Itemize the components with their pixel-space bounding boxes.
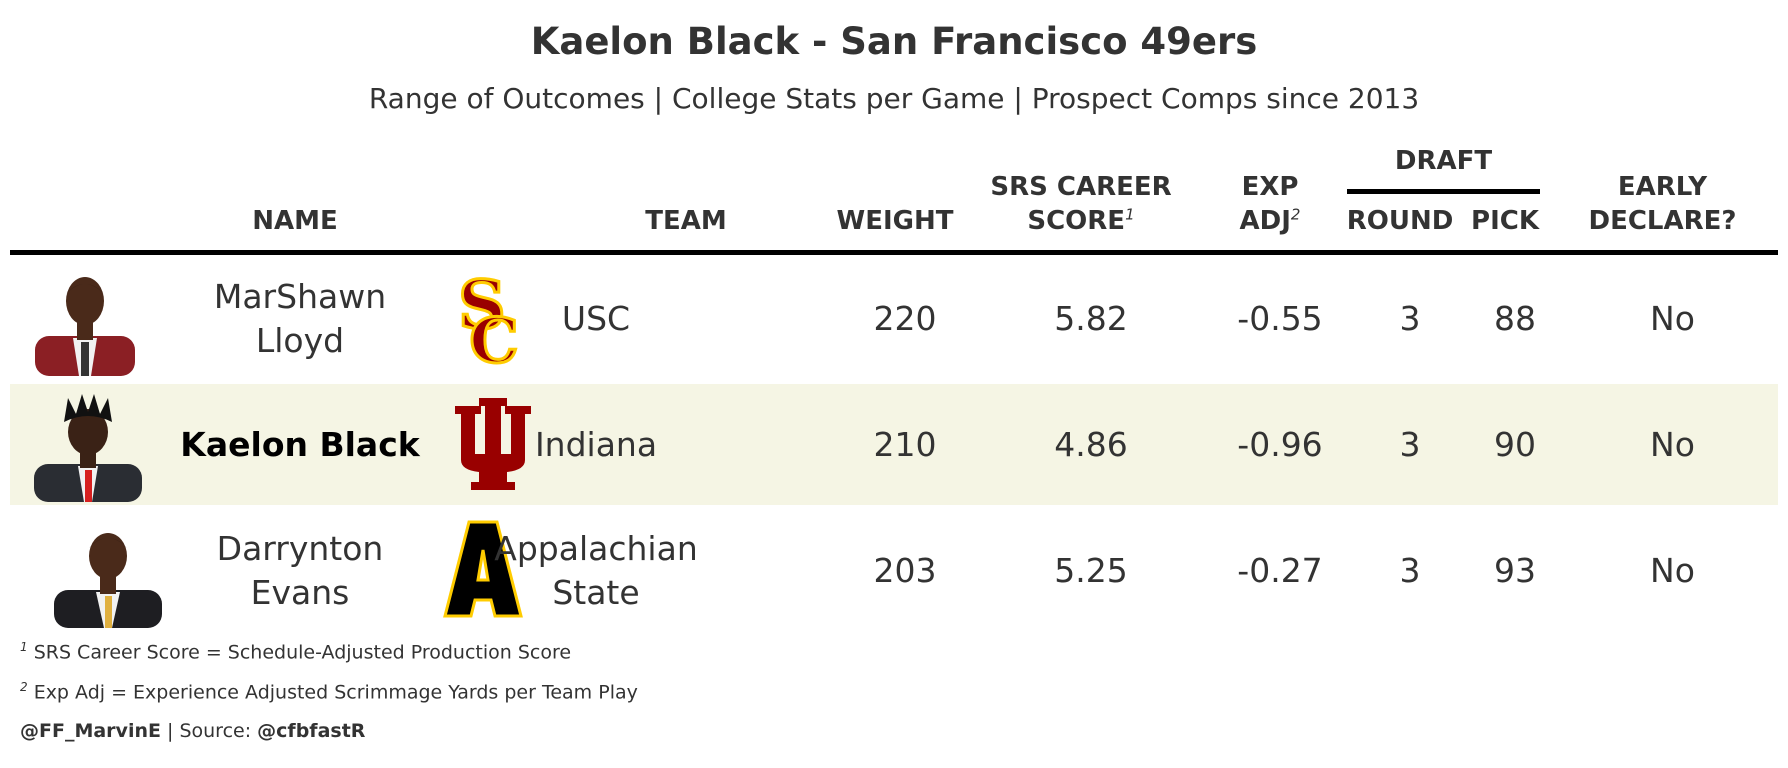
exp-adj-value: -0.55 <box>1237 298 1323 338</box>
header-round: ROUND <box>1346 206 1454 236</box>
team-name: Appalachian State <box>494 510 698 631</box>
page-subtitle: Range of Outcomes | College Stats per Ga… <box>368 82 1420 115</box>
player-name-line1: MarShawn <box>213 276 387 316</box>
draft-pick-value: 90 <box>1494 424 1536 464</box>
team-name-line1: USC <box>561 298 631 338</box>
header-pick: PICK <box>1471 206 1539 236</box>
footnote-1: 1 SRS Career Score = Schedule-Adjusted P… <box>20 640 571 663</box>
draft-pick-value: 93 <box>1494 550 1536 590</box>
early-declare-value: No <box>1650 298 1695 338</box>
early-declare-value: No <box>1650 424 1695 464</box>
header-srs-note: 1 <box>1125 205 1135 224</box>
srs-score-value: 5.25 <box>1054 550 1128 590</box>
header-team: TEAM <box>645 206 727 236</box>
player-name-line1: Darrynton <box>216 528 384 568</box>
page-title: Kaelon Black - San Francisco 49ers <box>530 20 1258 63</box>
player-name: Kaelon Black <box>150 384 450 505</box>
player-photo <box>54 533 162 628</box>
draft-round-value: 3 <box>1399 550 1421 590</box>
team-name-line2: State <box>552 572 640 612</box>
footnote-1-mark: 1 <box>20 640 28 654</box>
player-name-line1: Kaelon Black <box>180 424 420 464</box>
author-handle: @FF_MarvinE <box>20 720 161 742</box>
weight-value: 203 <box>873 550 937 590</box>
footnote-2-mark: 2 <box>20 680 28 694</box>
header-exp-line1: EXP <box>1241 172 1299 202</box>
svg-text:C: C <box>469 304 518 366</box>
exp-adj-value: -0.27 <box>1237 550 1323 590</box>
footnote-2-text: Exp Adj = Experience Adjusted Scrimmage … <box>33 681 638 704</box>
team-name: USC <box>496 258 696 379</box>
source-label: | Source: <box>167 720 252 742</box>
header-exp-line2: ADJ <box>1239 206 1291 236</box>
exp-adj-value: -0.96 <box>1237 424 1323 464</box>
header-rule <box>10 250 1778 255</box>
weight-value: 210 <box>873 424 937 464</box>
player-photo <box>34 394 142 502</box>
table-row: MarShawn Lloyd S C USC 220 5.82 -0.55 3 … <box>10 258 1778 379</box>
team-name-line1: Appalachian <box>494 528 698 568</box>
source-handle: @cfbfastR <box>257 720 366 742</box>
player-photo <box>35 277 135 376</box>
credit-line: @FF_MarvinE | Source: @cfbfastR <box>20 720 365 742</box>
player-name: MarShawn Lloyd <box>150 258 450 379</box>
draft-pick-value: 88 <box>1494 298 1536 338</box>
srs-score-value: 5.82 <box>1054 298 1128 338</box>
draft-group-rule <box>1347 189 1540 194</box>
usc-sc-logo: S C <box>457 266 521 366</box>
team-name-line1: Indiana <box>534 424 658 464</box>
weight-value: 220 <box>873 298 937 338</box>
footnote-1-text: SRS Career Score = Schedule-Adjusted Pro… <box>33 641 572 664</box>
player-name-line2: Evans <box>250 572 350 612</box>
header-early-line2: DECLARE? <box>1588 206 1737 236</box>
header-srs-career-score: SRS CAREER SCORE1 <box>966 170 1196 238</box>
header-name: NAME <box>252 206 338 236</box>
early-declare-value: No <box>1650 550 1695 590</box>
app-state-a-logo <box>443 520 523 618</box>
player-name: Darrynton Evans <box>150 510 450 631</box>
header-early-line1: EARLY <box>1617 172 1708 202</box>
header-draft: DRAFT <box>1394 146 1493 176</box>
table-row: Darrynton Evans Appalachian State 203 5.… <box>10 510 1778 631</box>
indiana-iu-logo <box>455 398 531 490</box>
header-weight: WEIGHT <box>836 206 954 236</box>
header-srs-line1: SRS CAREER <box>990 172 1172 202</box>
draft-round-value: 3 <box>1399 424 1421 464</box>
draft-round-value: 3 <box>1399 298 1421 338</box>
header-early-declare: EARLY DECLARE? <box>1560 170 1765 238</box>
player-name-line2: Lloyd <box>255 320 345 360</box>
header-srs-line2: SCORE <box>1027 206 1126 236</box>
table-row-highlighted: Kaelon Black Indiana 210 4.86 -0.96 3 90… <box>10 384 1778 505</box>
svg-text:S: S <box>458 266 506 344</box>
footnote-2: 2 Exp Adj = Experience Adjusted Scrimmag… <box>20 680 638 703</box>
header-exp-note: 2 <box>1290 205 1301 224</box>
srs-score-value: 4.86 <box>1054 424 1128 464</box>
team-name: Indiana <box>496 384 696 505</box>
header-exp-adj: EXP ADJ2 <box>1210 170 1330 238</box>
